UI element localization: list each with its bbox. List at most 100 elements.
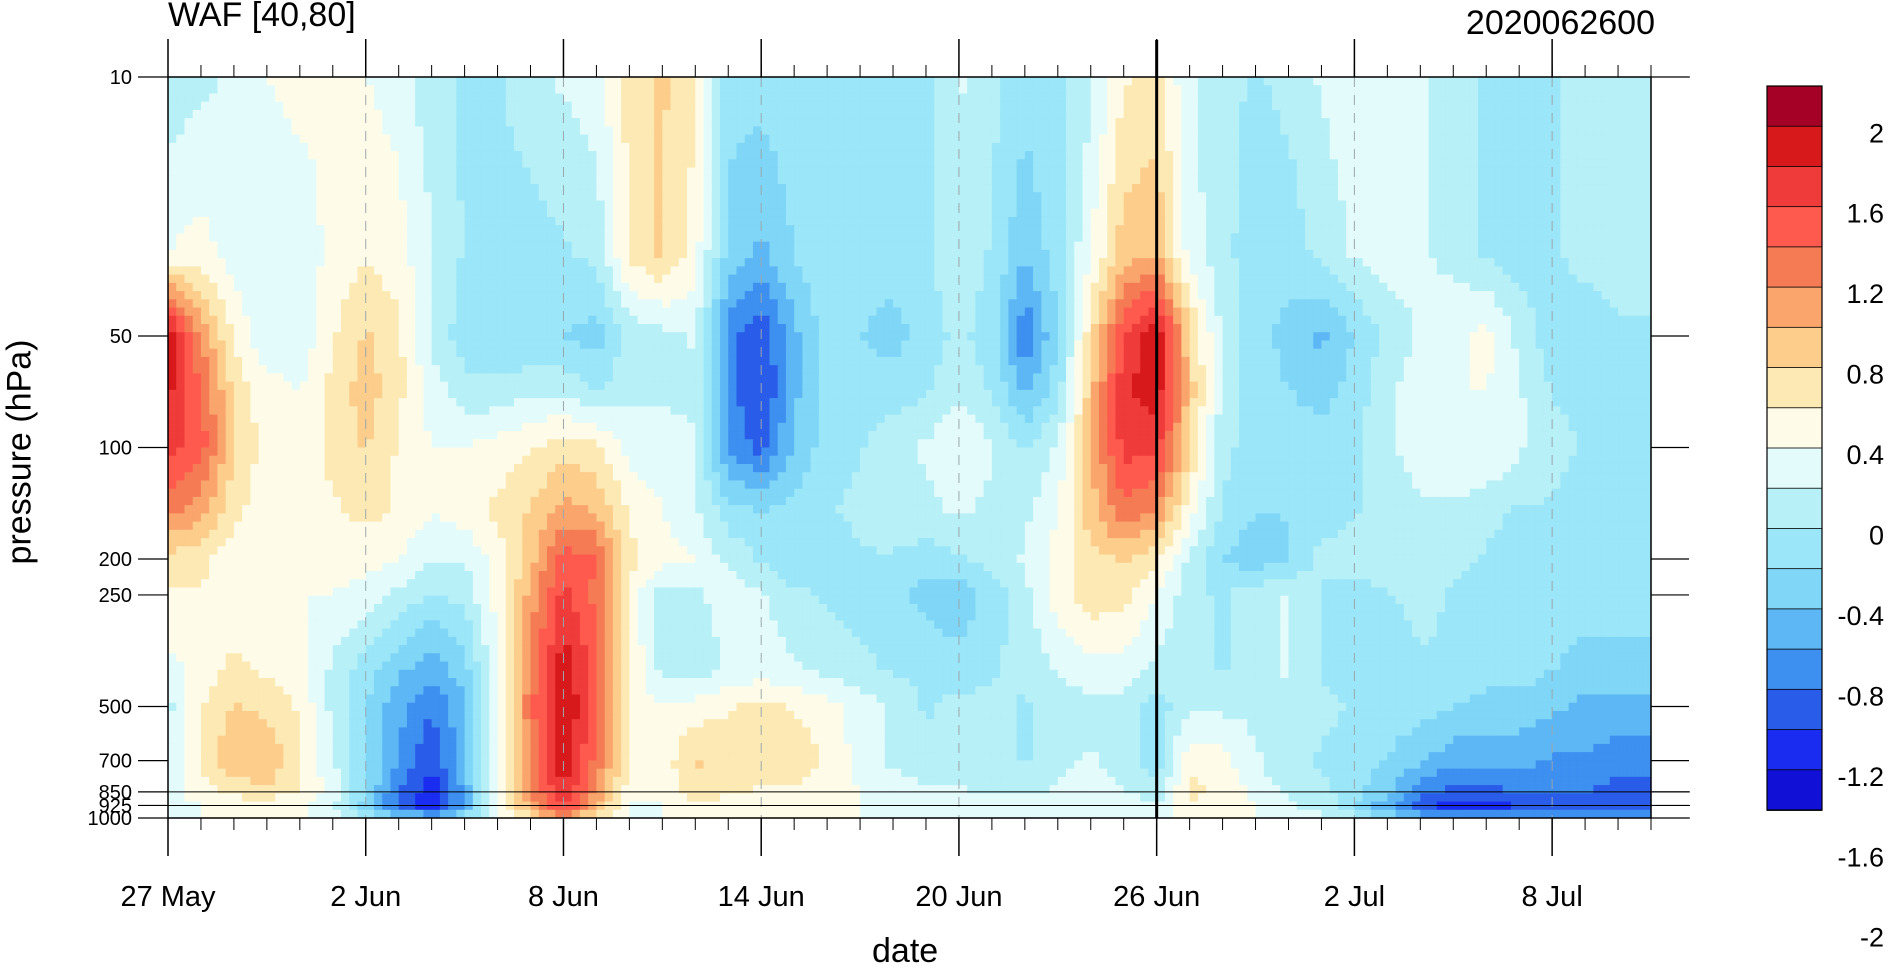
heatmap-cell xyxy=(423,299,433,309)
heatmap-cell xyxy=(1486,225,1496,235)
heatmap-cell xyxy=(1436,134,1446,144)
heatmap-cell xyxy=(785,282,795,292)
heatmap-cell xyxy=(1181,93,1191,103)
heatmap-cell xyxy=(563,101,573,111)
heatmap-cell xyxy=(752,175,762,185)
heatmap-cell xyxy=(695,167,705,177)
heatmap-cell xyxy=(464,233,474,243)
heatmap-cell xyxy=(398,241,408,251)
heatmap-cell xyxy=(1585,118,1594,127)
heatmap-cell xyxy=(1469,77,1479,86)
heatmap-cell xyxy=(1280,266,1290,276)
heatmap-cell xyxy=(1403,134,1413,144)
heatmap-cell xyxy=(654,101,663,111)
heatmap-cell xyxy=(563,258,573,267)
heatmap-cell xyxy=(1000,109,1009,119)
heatmap-cell xyxy=(258,109,268,119)
heatmap-cell xyxy=(1395,291,1405,300)
heatmap-cell xyxy=(1016,101,1026,111)
heatmap-cell xyxy=(1024,134,1034,144)
heatmap-cell xyxy=(1024,249,1034,259)
heatmap-cell xyxy=(1469,142,1479,152)
heatmap-cell xyxy=(1527,109,1537,119)
heatmap-cell xyxy=(1436,126,1446,136)
heatmap-cell xyxy=(1560,85,1570,95)
heatmap-cell xyxy=(250,126,260,136)
heatmap-cell xyxy=(1272,266,1281,276)
heatmap-cell xyxy=(505,216,515,226)
heatmap-cell xyxy=(1041,208,1051,218)
heatmap-cell xyxy=(200,126,210,136)
heatmap-cell xyxy=(217,299,227,309)
heatmap-cell xyxy=(415,93,425,103)
heatmap-cell xyxy=(678,299,688,309)
heatmap-cells xyxy=(168,77,1651,818)
heatmap-cell xyxy=(456,167,466,177)
heatmap-cell xyxy=(497,233,507,243)
heatmap-cell xyxy=(1074,249,1084,259)
heatmap-cell xyxy=(406,258,416,267)
heatmap-cell xyxy=(835,282,845,292)
heatmap-cell xyxy=(794,258,803,267)
heatmap-cell xyxy=(1107,159,1117,169)
heatmap-cell xyxy=(1346,167,1355,177)
heatmap-cell xyxy=(423,266,433,276)
heatmap-cell xyxy=(563,93,573,103)
heatmap-cell xyxy=(736,151,746,160)
heatmap-cell xyxy=(975,126,985,136)
heatmap-cell xyxy=(1123,134,1133,144)
heatmap-cell xyxy=(1197,77,1207,86)
heatmap-cell xyxy=(250,159,260,169)
heatmap-cell xyxy=(1272,184,1281,193)
heatmap-cell xyxy=(200,175,210,185)
heatmap-cell xyxy=(1560,184,1570,193)
heatmap-cell xyxy=(579,249,589,259)
heatmap-cell xyxy=(1453,216,1463,226)
heatmap-cell xyxy=(1296,101,1306,111)
heatmap-cell xyxy=(1074,233,1084,243)
heatmap-cell xyxy=(1453,101,1463,111)
heatmap-cell xyxy=(390,233,400,243)
heatmap-cell xyxy=(991,282,1001,292)
heatmap-cell xyxy=(406,167,416,177)
heatmap-cell xyxy=(209,299,219,309)
heatmap-cell xyxy=(341,200,350,210)
heatmap-cell xyxy=(258,142,268,152)
heatmap-cell xyxy=(349,299,359,309)
heatmap-cell xyxy=(711,93,721,103)
heatmap-cell xyxy=(456,109,466,119)
heatmap-cell xyxy=(612,167,622,177)
heatmap-cell xyxy=(1395,249,1405,259)
heatmap-cell xyxy=(1016,118,1026,127)
heatmap-cell xyxy=(925,249,935,259)
heatmap-cell xyxy=(802,175,812,185)
heatmap-cell xyxy=(1535,200,1545,210)
heatmap-cell xyxy=(1214,93,1224,103)
heatmap-cell xyxy=(975,77,985,86)
heatmap-cell xyxy=(1519,77,1529,86)
heatmap-cell xyxy=(1214,216,1224,226)
heatmap-cell xyxy=(1379,282,1388,292)
heatmap-cell xyxy=(1272,233,1281,243)
heatmap-cell xyxy=(406,208,416,218)
heatmap-cell xyxy=(835,249,845,259)
heatmap-cell xyxy=(1230,167,1240,177)
heatmap-cell xyxy=(662,101,672,111)
heatmap-cell xyxy=(695,233,705,243)
heatmap-cell xyxy=(835,175,845,185)
heatmap-cell xyxy=(958,266,968,276)
heatmap-cell xyxy=(1477,118,1487,127)
heatmap-cell xyxy=(917,126,927,136)
heatmap-cell xyxy=(1543,118,1553,127)
heatmap-cell xyxy=(563,233,573,243)
heatmap-cell xyxy=(365,77,375,86)
heatmap-cell xyxy=(1214,184,1224,193)
heatmap-cell xyxy=(983,175,993,185)
heatmap-cell xyxy=(818,151,828,160)
heatmap-cell xyxy=(390,167,400,177)
heatmap-cell xyxy=(481,274,490,284)
heatmap-cell xyxy=(266,208,276,218)
heatmap-cell xyxy=(670,192,680,202)
heatmap-cell xyxy=(1461,184,1471,193)
heatmap-cell xyxy=(991,299,1001,309)
